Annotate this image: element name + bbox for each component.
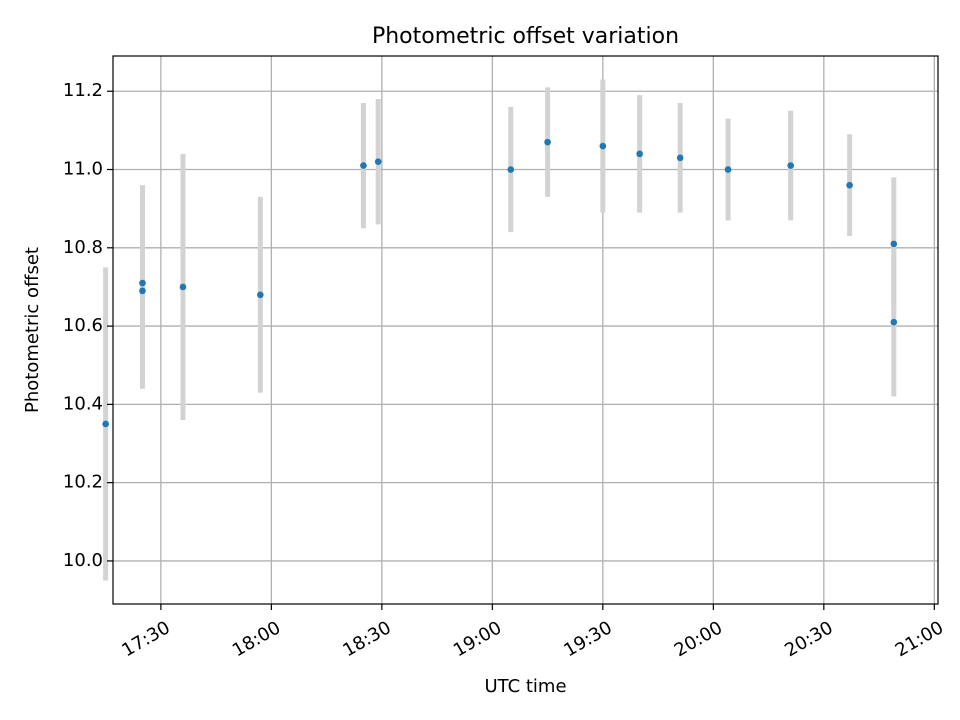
y-tick-label: 10.0 [63,550,103,571]
data-points [102,138,898,428]
data-point [846,181,853,189]
y-tick-label: 10.8 [63,237,103,258]
y-tick-label: 10.2 [63,472,103,493]
x-axis-label: UTC time [484,676,566,697]
data-point [507,166,515,173]
data-point [890,240,898,248]
x-tick-label: 20:00 [671,617,726,661]
chart-title: Photometric offset variation [372,24,679,49]
data-point [890,318,898,326]
data-point [787,162,794,169]
error-bars [103,79,897,581]
data-point [139,287,146,295]
y-tick-label: 11.0 [63,159,103,180]
x-tick-label: 18:00 [229,617,284,661]
x-tick-label: 18:30 [339,617,394,661]
x-tick-label: 19:00 [450,617,505,661]
y-tick-label: 10.4 [63,393,103,414]
y-tick-label: 10.6 [63,315,103,336]
data-point [544,138,551,146]
data-point [102,420,109,428]
x-tick-label: 17:30 [118,617,173,661]
data-point [139,279,146,287]
x-axis-ticks: 17:30 18:00 18:30 19:00 19:30 20:00 20:30 21:00 [118,604,947,661]
data-point [676,154,684,162]
x-tick-label: 19:30 [560,617,615,661]
y-tick-label: 11.2 [63,80,103,101]
data-point [599,142,607,150]
data-point [374,158,382,165]
data-point [636,150,643,158]
data-point [360,162,367,169]
data-point [179,283,187,291]
x-tick-label: 21:00 [892,617,947,661]
y-axis-label: Photometric offset [22,247,43,413]
y-axis-ticks: 10.0 10.2 10.4 10.6 10.8 11.0 11.2 [63,80,113,571]
data-point [724,166,732,173]
grid-lines [113,56,938,604]
x-tick-label: 20:30 [781,617,836,661]
data-point [257,291,264,299]
plot-frame [112,55,939,605]
